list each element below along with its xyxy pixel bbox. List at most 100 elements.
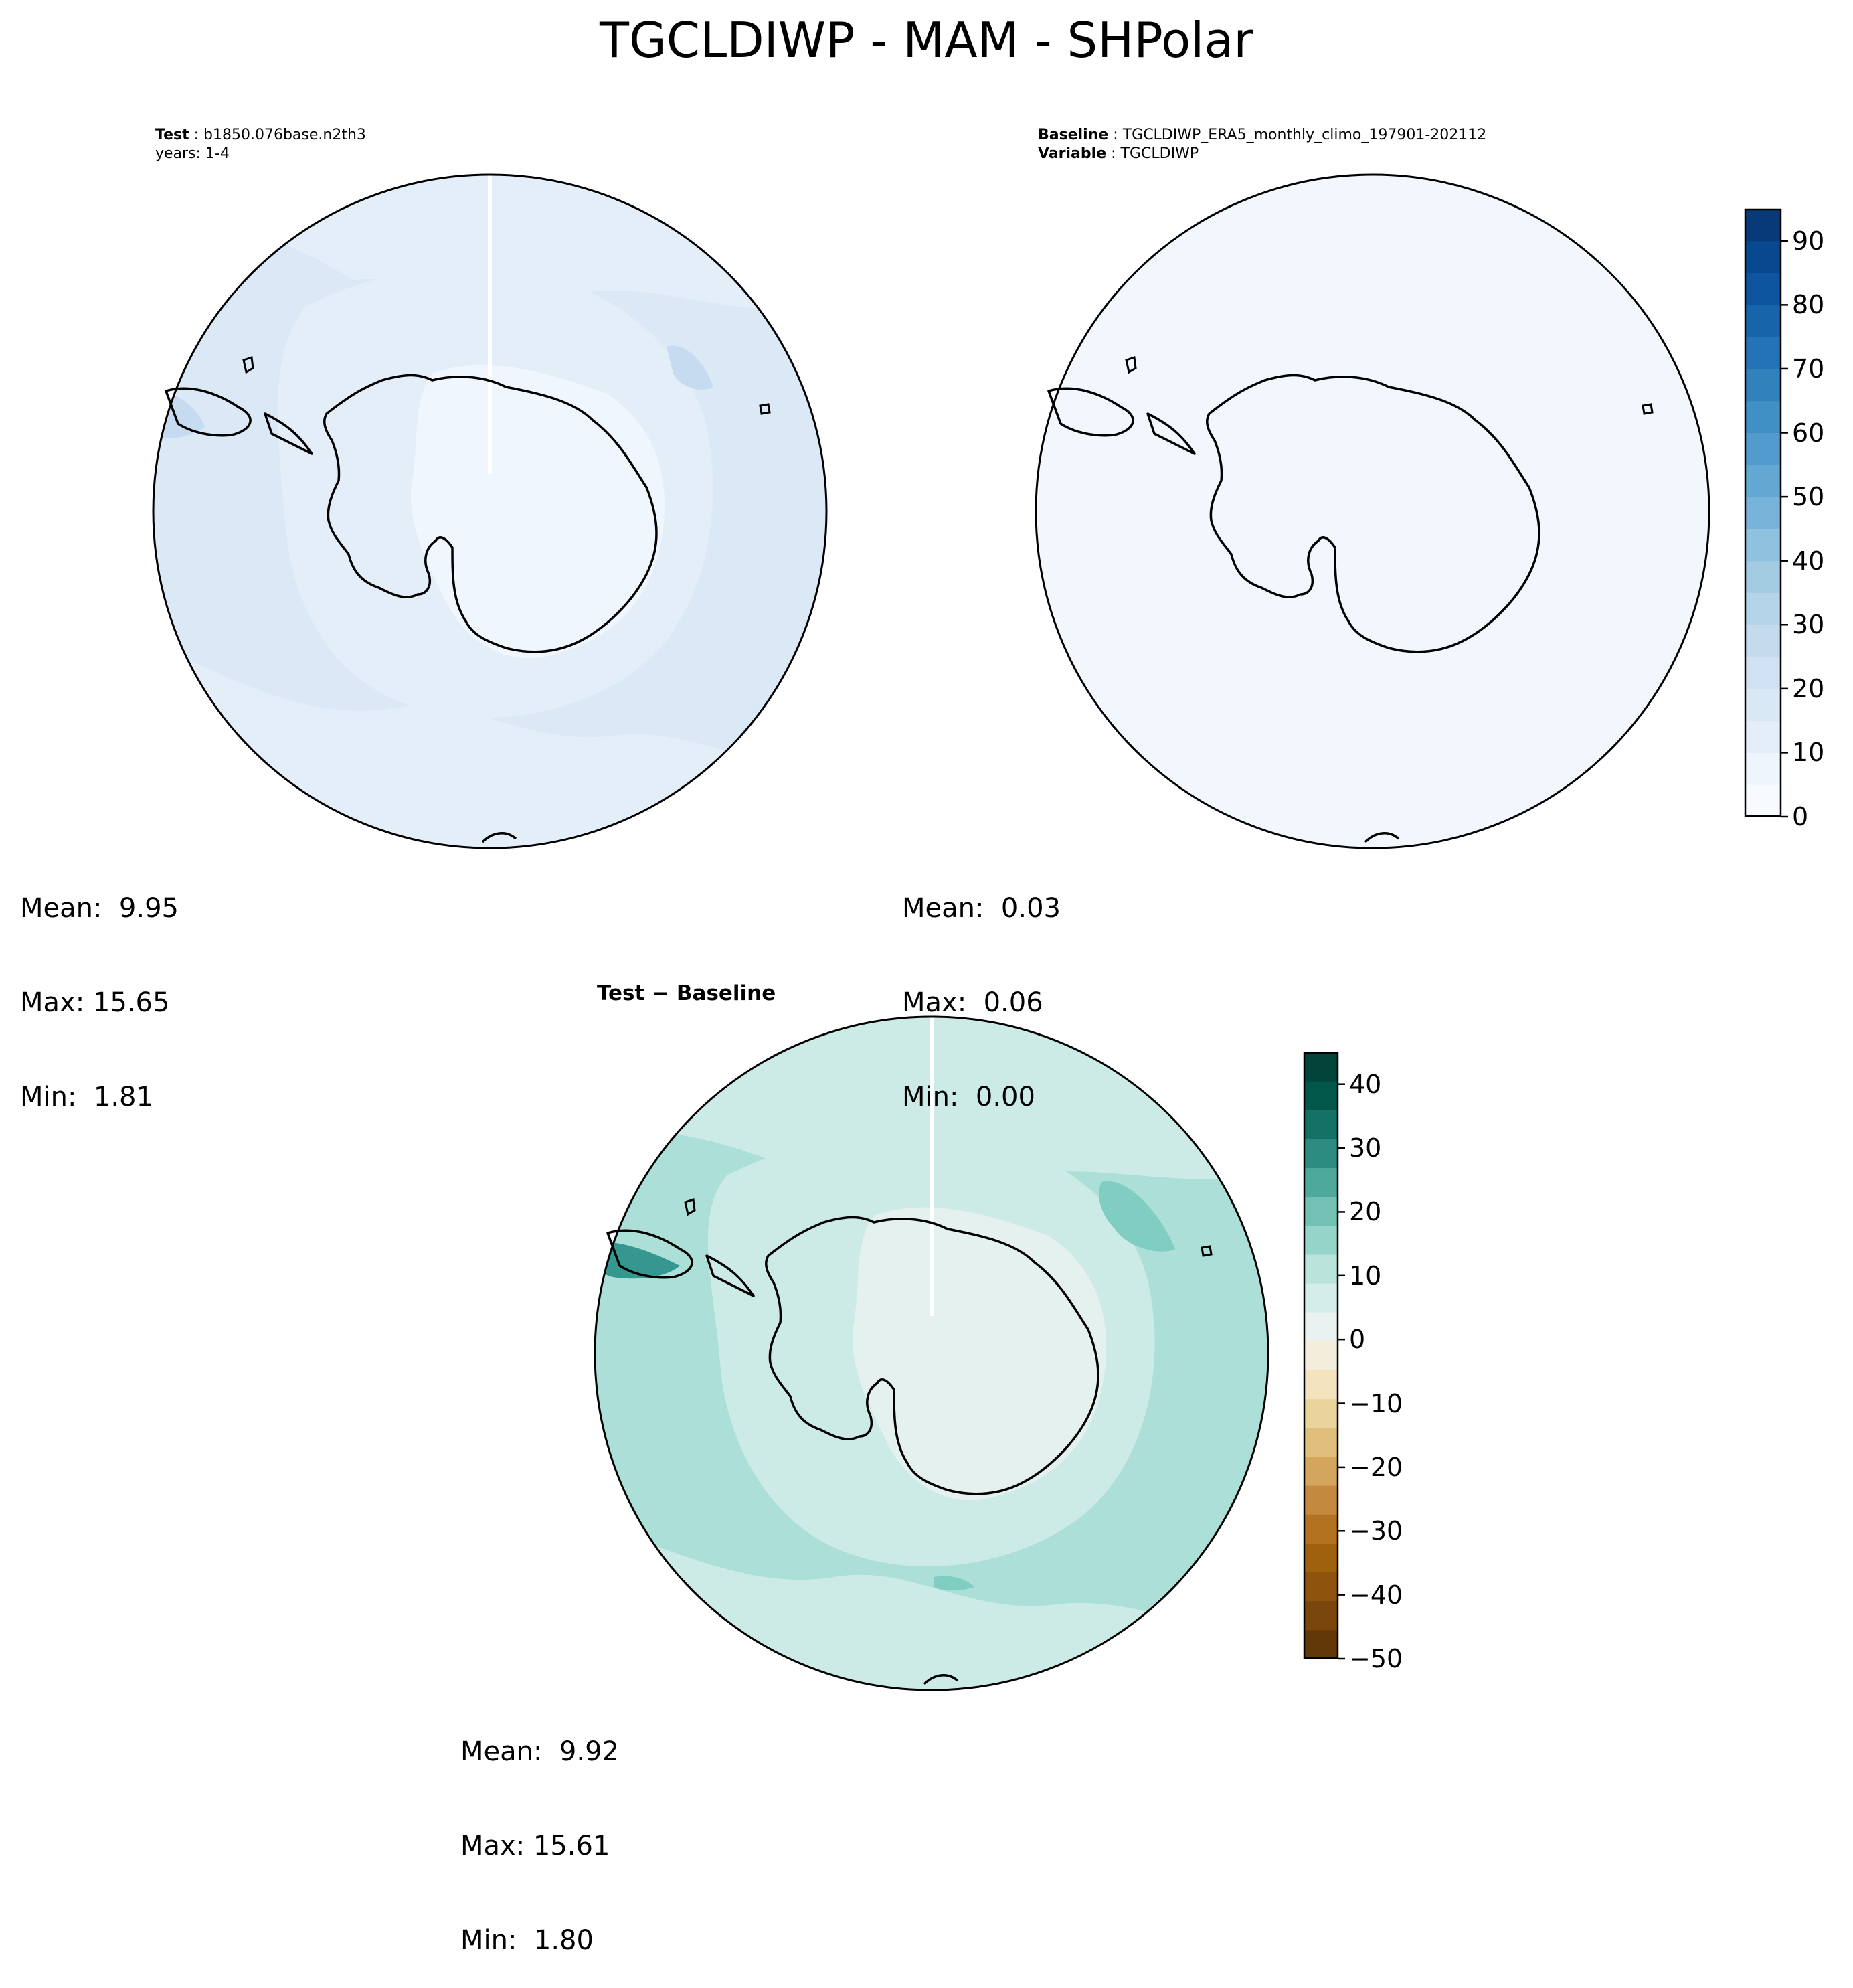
baseline-stats: Mean: 0.03 Max: 0.06 Min: 0.00 — [902, 830, 1061, 1145]
test-map — [152, 173, 828, 849]
diff-colorbar-level — [1304, 1427, 1338, 1457]
baseline-max-value: 0.06 — [983, 987, 1043, 1018]
diff-colorbar-tick-label: −40 — [1349, 1580, 1403, 1610]
diff-colorbar-level — [1304, 1629, 1338, 1659]
baseline-colorbar-level — [1745, 337, 1781, 369]
diff-colorbar-tick-label: −20 — [1349, 1452, 1403, 1482]
diff-colorbar-level — [1304, 1254, 1338, 1284]
test-years: years: 1-4 — [155, 145, 230, 162]
diff-colorbar-level — [1304, 1370, 1338, 1400]
diff-colorbar-level — [1304, 1196, 1338, 1226]
baseline-colorbar-level — [1745, 592, 1781, 625]
baseline-colorbar-level — [1745, 560, 1781, 593]
baseline-colorbar-level — [1745, 209, 1781, 242]
test-mean-value: 9.95 — [118, 893, 179, 924]
diff-colorbar-tick-label: −10 — [1349, 1388, 1403, 1418]
diff-colorbar-tick-label: 30 — [1349, 1133, 1382, 1163]
baseline-colorbar-level — [1745, 752, 1781, 785]
diff-colorbar-level — [1304, 1139, 1338, 1169]
baseline-colorbar-tick-label: 60 — [1792, 418, 1825, 448]
diff-colorbar-level — [1304, 1052, 1338, 1082]
diff-colorbar-tick-label: −50 — [1349, 1644, 1403, 1673]
diff-title-test: Test — [597, 981, 645, 1005]
diff-title-baseline: Baseline — [676, 981, 776, 1005]
diff-colorbar-level — [1304, 1110, 1338, 1139]
baseline-min-label: Min: — [902, 1082, 959, 1112]
baseline-map-border — [1035, 173, 1710, 849]
diff-field-accent-2 — [934, 1576, 974, 1591]
diff-title-minus: − — [644, 981, 677, 1005]
diff-colorbar-level — [1304, 1600, 1338, 1631]
diff-max-label: Max: — [460, 1831, 525, 1861]
figure-title: TGCLDIWP - MAM - SHPolar — [600, 12, 1253, 68]
baseline-colorbar-level — [1745, 368, 1781, 402]
diff-map-border — [594, 1015, 1269, 1691]
baseline-colorbar-tick-label: 20 — [1792, 673, 1825, 703]
baseline-colorbar-level — [1745, 400, 1781, 434]
diff-colorbar-tick-label: 10 — [1349, 1260, 1382, 1291]
test-min-label: Min: — [20, 1082, 77, 1112]
baseline-colorbar-tick-label: 30 — [1792, 610, 1825, 640]
baseline-colorbar-level — [1745, 305, 1781, 337]
baseline-colorbar-swatches — [1744, 208, 1788, 818]
variable-label: Variable — [1038, 145, 1107, 162]
diff-colorbar-tick-label: 0 — [1349, 1325, 1366, 1355]
baseline-colorbar-tick-label: 50 — [1792, 482, 1825, 512]
diff-colorbar-level — [1304, 1572, 1338, 1602]
test-map-border — [152, 173, 828, 849]
diff-colorbar-level — [1304, 1457, 1338, 1486]
baseline-max-label: Max: — [902, 987, 967, 1018]
test-coastline — [165, 374, 658, 843]
baseline-colorbar-level — [1745, 272, 1781, 305]
diff-colorbar-level — [1304, 1398, 1338, 1428]
baseline-colorbar-level — [1745, 432, 1781, 465]
diff-colorbar-level — [1304, 1283, 1338, 1313]
baseline-colorbar-level — [1745, 720, 1781, 753]
test-stats: Mean: 9.95 Max: 15.65 Min: 1.81 — [20, 830, 179, 1145]
diff-min-value: 1.80 — [533, 1925, 594, 1956]
baseline-colorbar-level — [1745, 465, 1781, 497]
baseline-colorbar-tick-label: 40 — [1792, 546, 1825, 576]
test-field-inner — [411, 365, 665, 659]
baseline-colorbar: 0 10 20 30 40 50 60 70 80 90 — [1744, 208, 1824, 829]
baseline-header: Baseline : TGCLDIWP_ERA5_monthly_climo_1… — [1038, 127, 1487, 162]
baseline-coastline — [1047, 374, 1540, 843]
diff-mean-value: 9.92 — [559, 1736, 619, 1767]
diff-colorbar-swatches — [1303, 1052, 1345, 1660]
diff-colorbar-level — [1304, 1485, 1338, 1515]
baseline-colorbar-level — [1745, 625, 1781, 657]
diff-colorbar: −50 −40 −30 −20 −10 0 10 20 30 40 — [1303, 1052, 1403, 1671]
test-label: Test — [155, 127, 189, 143]
baseline-mean-value: 0.03 — [1000, 893, 1061, 924]
diff-colorbar-level — [1304, 1341, 1338, 1371]
diff-colorbar-tick-label: 40 — [1349, 1069, 1382, 1099]
baseline-min-value: 0.00 — [975, 1082, 1035, 1112]
baseline-mean-label: Mean: — [902, 893, 984, 924]
diff-colorbar-level — [1304, 1167, 1338, 1197]
baseline-colorbar-tick-label: 90 — [1792, 226, 1825, 256]
diff-map — [594, 1015, 1269, 1691]
baseline-colorbar-tick-label: 10 — [1792, 738, 1825, 768]
diff-colorbar-level — [1304, 1081, 1338, 1110]
baseline-colorbar-border — [1744, 208, 1782, 817]
baseline-field — [1036, 175, 1709, 848]
diff-island — [684, 1197, 1213, 1257]
baseline-colorbar-level — [1745, 657, 1781, 689]
test-header: Test : b1850.076base.n2th3 years: 1-4 — [155, 127, 366, 162]
baseline-colorbar-level — [1745, 784, 1781, 817]
diff-seam-line — [930, 1017, 934, 1316]
variable-name: TGCLDIWP — [1120, 145, 1199, 162]
baseline-colorbar-tick-label: 80 — [1792, 290, 1825, 320]
test-seam-line — [488, 175, 492, 474]
baseline-colorbar-tick-label: 0 — [1792, 802, 1809, 831]
test-max-value: 15.65 — [92, 987, 170, 1018]
diff-field-accent-1 — [1099, 1181, 1175, 1252]
test-max-label: Max: — [20, 987, 85, 1018]
diff-colorbar-tick-label: −30 — [1349, 1516, 1403, 1546]
test-field-accent-2 — [667, 345, 713, 390]
diff-min-label: Min: — [460, 1925, 517, 1956]
diff-field-inner — [853, 1207, 1107, 1501]
diff-stats: Mean: 9.92 Max: 15.61 Min: 1.80 — [460, 1673, 619, 1988]
diff-coastline — [606, 1216, 1099, 1685]
diff-title: Test − Baseline — [597, 981, 776, 1005]
